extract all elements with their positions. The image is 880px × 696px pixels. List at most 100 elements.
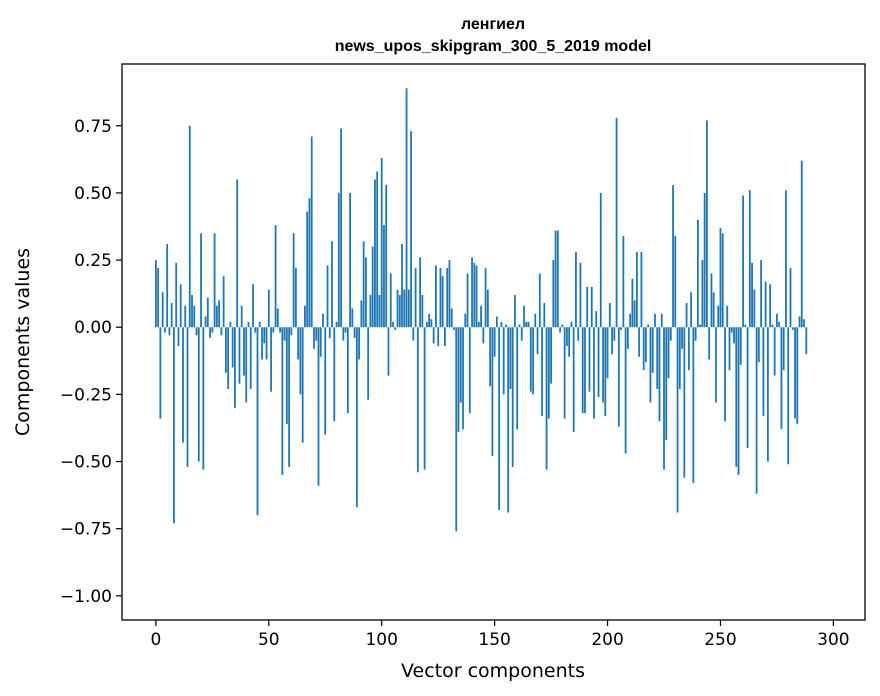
bar bbox=[331, 241, 333, 328]
bar bbox=[498, 327, 501, 510]
bar bbox=[656, 327, 659, 390]
bar bbox=[430, 319, 433, 328]
bar bbox=[159, 327, 162, 419]
bar bbox=[737, 327, 740, 475]
bar bbox=[267, 289, 270, 328]
bar bbox=[617, 327, 620, 427]
bar bbox=[281, 327, 284, 475]
x-tick-label: 250 bbox=[704, 630, 736, 650]
bar bbox=[340, 128, 342, 328]
bar bbox=[502, 327, 505, 395]
bar bbox=[193, 305, 196, 328]
bar bbox=[288, 327, 291, 467]
bar bbox=[170, 303, 173, 328]
bar bbox=[495, 316, 498, 328]
bar bbox=[586, 286, 589, 328]
chart-subtitle: news_upos_skipgram_300_5_2019 model bbox=[335, 38, 652, 55]
bar bbox=[742, 195, 744, 328]
bar bbox=[285, 327, 288, 424]
y-tick-label: −0.25 bbox=[60, 385, 112, 405]
bar bbox=[446, 268, 449, 328]
bar bbox=[532, 327, 534, 395]
bar bbox=[687, 327, 690, 371]
bar bbox=[252, 284, 254, 328]
bar bbox=[394, 327, 397, 330]
bar bbox=[796, 327, 799, 424]
bar bbox=[505, 324, 507, 328]
bar bbox=[154, 260, 157, 328]
bar bbox=[301, 327, 304, 443]
bar bbox=[265, 327, 268, 360]
bar bbox=[703, 192, 706, 328]
bar bbox=[798, 316, 801, 328]
bar bbox=[715, 327, 717, 403]
bar bbox=[401, 243, 403, 328]
y-tick-label: 0.75 bbox=[74, 117, 112, 137]
bar bbox=[575, 252, 577, 328]
bar bbox=[477, 321, 480, 328]
bar bbox=[611, 327, 613, 355]
bar bbox=[588, 327, 591, 392]
y-tick-label: −0.50 bbox=[60, 453, 112, 473]
bar bbox=[337, 192, 340, 328]
bars-group bbox=[154, 88, 808, 532]
bar bbox=[708, 327, 711, 360]
bar bbox=[157, 268, 160, 328]
bar bbox=[164, 327, 166, 333]
bar bbox=[676, 327, 679, 513]
chart-title: ленгиел bbox=[461, 16, 525, 33]
bar bbox=[412, 327, 415, 341]
bar bbox=[642, 327, 645, 371]
bar bbox=[514, 295, 516, 328]
bar bbox=[435, 265, 437, 328]
bar bbox=[274, 225, 277, 328]
bar bbox=[579, 262, 582, 328]
bar bbox=[161, 292, 164, 328]
bar bbox=[764, 281, 767, 328]
bar bbox=[200, 233, 202, 328]
bar bbox=[195, 327, 198, 336]
bar bbox=[690, 292, 693, 328]
bar bbox=[407, 289, 410, 328]
bar bbox=[385, 184, 388, 328]
bar bbox=[701, 260, 704, 328]
bar bbox=[344, 327, 347, 333]
bar bbox=[523, 305, 525, 328]
bar bbox=[290, 327, 293, 336]
bar bbox=[663, 327, 665, 470]
bar bbox=[694, 327, 697, 341]
bar bbox=[733, 327, 735, 344]
bar bbox=[173, 327, 175, 524]
bar bbox=[805, 327, 808, 355]
bar bbox=[626, 327, 629, 349]
bar bbox=[310, 136, 313, 328]
bar bbox=[240, 305, 243, 328]
bar bbox=[674, 235, 677, 328]
x-tick-label: 100 bbox=[365, 630, 397, 650]
bar bbox=[437, 327, 440, 347]
bar bbox=[631, 278, 634, 328]
bar bbox=[525, 321, 528, 328]
bar bbox=[678, 327, 681, 390]
bar bbox=[243, 327, 245, 376]
bar bbox=[757, 327, 760, 363]
bar bbox=[565, 327, 568, 347]
bar bbox=[365, 257, 367, 328]
bar bbox=[581, 327, 584, 414]
bar bbox=[450, 308, 453, 328]
bar bbox=[209, 327, 211, 338]
bar bbox=[608, 303, 611, 328]
bar bbox=[421, 295, 424, 328]
bar bbox=[791, 327, 794, 330]
bar bbox=[184, 305, 187, 328]
bar bbox=[536, 327, 539, 355]
bar bbox=[206, 297, 209, 328]
bar bbox=[518, 324, 521, 328]
bar bbox=[633, 300, 636, 328]
bar bbox=[647, 324, 650, 328]
bar bbox=[222, 276, 225, 328]
bar bbox=[597, 327, 600, 398]
bar bbox=[599, 192, 602, 328]
bar bbox=[475, 265, 478, 328]
bar bbox=[191, 295, 193, 328]
